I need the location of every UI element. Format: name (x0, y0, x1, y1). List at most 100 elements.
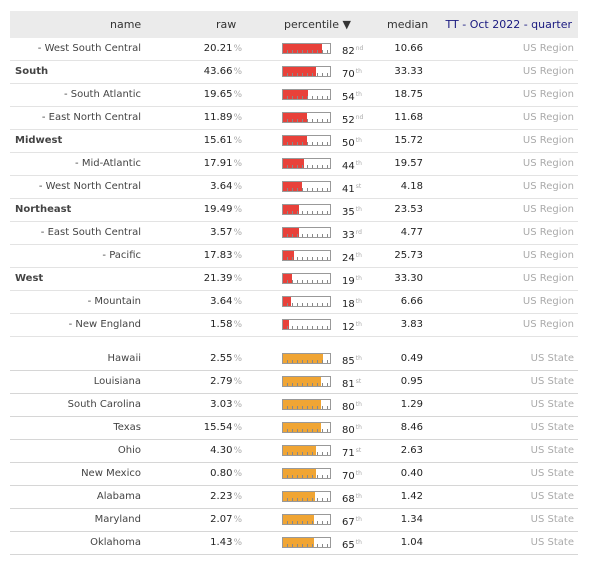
context-selector-link[interactable]: TT - Oct 2022 - quarter (445, 18, 573, 31)
table-row[interactable]: Northeast 19.49% 35th 23.53 US Region (10, 199, 578, 222)
row-name[interactable]: South Carolina (67, 399, 141, 410)
column-header-raw[interactable]: raw (216, 18, 237, 31)
raw-number: 19.65 (203, 89, 233, 100)
table-row[interactable]: - East North Central 11.89% 52nd 11.68 US Re… (10, 107, 578, 130)
row-median: 1.29 (400, 399, 423, 410)
table-row[interactable]: - West North Central 3.64% 41st 4.18 US Regi… (10, 176, 578, 199)
row-name[interactable]: - East South Central (40, 227, 141, 238)
table-row[interactable]: - New England 1.58% 12th 3.83 US Region (10, 314, 578, 337)
table-row[interactable]: Louisiana 2.79% 81st 0.95 US State (10, 371, 578, 394)
row-name[interactable]: - Pacific (102, 250, 141, 261)
row-median: 4.77 (400, 227, 423, 238)
row-context: US Region (522, 319, 574, 330)
row-raw-value: 3.03% (210, 399, 242, 411)
row-context: US Region (522, 135, 574, 146)
row-name[interactable]: Oklahoma (90, 537, 141, 548)
row-name[interactable]: - West South Central (37, 43, 141, 54)
row-raw-value: 2.07% (210, 514, 242, 526)
percentile-number: 52 (342, 115, 355, 126)
ordinal-suffix: st (355, 183, 362, 190)
table-row[interactable]: - Mountain 3.64% 18th 6.66 US Region (10, 291, 578, 314)
ordinal-suffix: th (355, 424, 362, 431)
table-row[interactable]: Alabama 2.23% 68th 1.42 US State (10, 486, 578, 509)
table-row[interactable]: - East South Central 3.57% 33rd 4.77 US Regi… (10, 222, 578, 245)
percentile-bar (282, 468, 331, 479)
row-name[interactable]: Louisiana (93, 376, 141, 387)
ordinal-suffix: nd (355, 45, 364, 52)
row-name[interactable]: - Mountain (87, 296, 141, 307)
percentile-value: 67th (342, 514, 362, 529)
column-header-name[interactable]: name (110, 18, 142, 31)
row-name[interactable]: - New England (68, 319, 141, 330)
row-name[interactable]: - West North Central (38, 181, 141, 192)
table-row[interactable]: Midwest 15.61% 50th 15.72 US Region (10, 130, 578, 153)
percentile-bar-fill (283, 469, 316, 478)
table-row[interactable]: - West South Central 20.21% 82nd 10.66 US Re… (10, 38, 578, 61)
row-name[interactable]: South (15, 66, 49, 77)
row-name[interactable]: Northeast (15, 204, 72, 215)
row-name[interactable]: - Mid-Atlantic (75, 158, 141, 169)
row-name[interactable]: Alabama (96, 491, 141, 502)
percentile-number: 80 (342, 425, 355, 436)
percentile-bar-ticks (283, 257, 330, 260)
table-row[interactable]: Maryland 2.07% 67th 1.34 US State (10, 509, 578, 532)
table-row[interactable]: Hawaii 2.55% 85th 0.49 US State (10, 348, 578, 371)
percentile-number: 81 (342, 379, 355, 390)
ordinal-suffix: rd (355, 229, 362, 236)
percentile-value: 82nd (342, 43, 363, 58)
percentile-bar-fill (283, 297, 292, 306)
percent-sign: % (233, 400, 242, 410)
row-median: 33.30 (394, 273, 423, 284)
row-name[interactable]: West (15, 273, 44, 284)
row-name[interactable]: Hawaii (107, 353, 141, 364)
row-raw-value: 19.65% (204, 89, 242, 101)
table-row[interactable]: Texas 15.54% 80th 8.46 US State (10, 417, 578, 440)
row-median: 1.42 (400, 491, 423, 502)
percent-sign: % (233, 320, 242, 330)
table-row[interactable]: - Mid-Atlantic 17.91% 44th 19.57 US Region (10, 153, 578, 176)
table-row[interactable]: Oklahoma 1.43% 65th 1.04 US State (10, 532, 578, 555)
percentile-bar (282, 422, 331, 433)
table-row[interactable]: New Mexico 0.80% 70th 0.40 US State (10, 463, 578, 486)
percent-sign: % (233, 515, 242, 525)
row-name[interactable]: - South Atlantic (63, 89, 141, 100)
table-row[interactable]: West 21.39% 19th 33.30 US Region (10, 268, 578, 291)
row-name[interactable]: New Mexico (81, 468, 141, 479)
table-row[interactable]: Ohio 4.30% 71st 2.63 US State (10, 440, 578, 463)
percentile-value: 81st (342, 376, 361, 391)
percentile-bar-ticks (283, 544, 330, 547)
table-row[interactable]: - Pacific 17.83% 24th 25.73 US Region (10, 245, 578, 268)
percentile-value: 33rd (342, 227, 362, 242)
percentile-bar (282, 514, 331, 525)
percentile-bar-ticks (283, 142, 330, 145)
percentile-bar-fill (283, 320, 289, 329)
percentile-bar-fill (283, 492, 315, 501)
percentile-bar-fill (283, 400, 321, 409)
percentile-bar-fill (283, 205, 300, 214)
table-row[interactable]: - South Atlantic 19.65% 54th 18.75 US Region (10, 84, 578, 107)
percent-sign: % (233, 205, 242, 215)
column-header-percentile-sorted[interactable]: percentile ▼ (284, 18, 351, 31)
row-raw-value: 2.23% (210, 491, 242, 503)
percentile-bar-fill (283, 377, 322, 386)
row-name[interactable]: - East North Central (41, 112, 141, 123)
percentile-bar-fill (283, 113, 308, 122)
percentile-bar-ticks (283, 475, 330, 478)
raw-number: 17.83 (203, 250, 233, 261)
percentile-value: 35th (342, 204, 362, 219)
row-name[interactable]: Ohio (117, 445, 141, 456)
row-name[interactable]: Midwest (15, 135, 63, 146)
column-header-median[interactable]: median (387, 18, 429, 31)
row-raw-value: 21.39% (204, 273, 242, 285)
percentile-value: 71st (342, 445, 361, 460)
table-row[interactable]: South 43.66% 70th 33.33 US Region (10, 61, 578, 84)
percentile-bar-fill (283, 44, 322, 53)
row-raw-value: 3.64% (210, 296, 242, 308)
row-context: US State (530, 491, 574, 502)
percentile-number: 65 (342, 540, 355, 551)
row-name[interactable]: Texas (113, 422, 141, 433)
row-raw-value: 43.66% (204, 66, 242, 78)
table-row[interactable]: South Carolina 3.03% 80th 1.29 US State (10, 394, 578, 417)
row-median: 0.49 (400, 353, 423, 364)
row-name[interactable]: Maryland (94, 514, 141, 525)
